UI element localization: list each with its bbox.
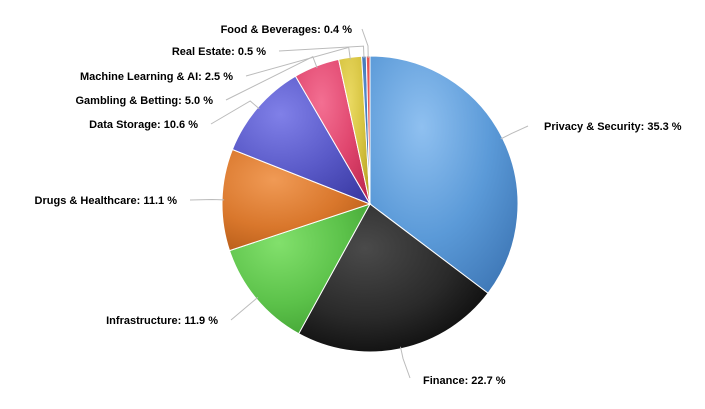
slices-layer [221, 55, 519, 353]
connector-drugs-healthcare [189, 198, 225, 201]
data-label-drugs-healthcare: Drugs & Healthcare: 11.1 % [35, 195, 178, 207]
data-label-gambling-betting: Gambling & Betting: 5.0 % [75, 95, 213, 107]
data-label-food-beverages: Food & Beverages: 0.4 % [221, 24, 353, 36]
connector-gambling-betting [225, 56, 318, 101]
connector-finance [400, 346, 411, 379]
connector-real-estate [278, 45, 365, 59]
data-label-infrastructure: Infrastructure: 11.9 % [106, 315, 218, 327]
data-label-finance: Finance: 22.7 % [423, 375, 506, 387]
data-label-data-storage: Data Storage: 10.6 % [89, 119, 198, 131]
labels-layer: Privacy & Security: 35.3 % Finance: 22.7 … [35, 24, 682, 387]
data-label-privacy-security: Privacy & Security: 35.3 % [544, 121, 682, 133]
data-label-real-estate: Real Estate: 0.5 % [172, 46, 266, 58]
connector-infrastructure [230, 297, 259, 321]
data-label-machine-learning-ai: Machine Learning & AI: 2.5 % [80, 71, 233, 83]
connector-privacy-security [500, 125, 529, 140]
connectors-layer [189, 28, 529, 379]
connector-food-beverages [361, 28, 369, 59]
connector-data-storage [210, 100, 260, 125]
